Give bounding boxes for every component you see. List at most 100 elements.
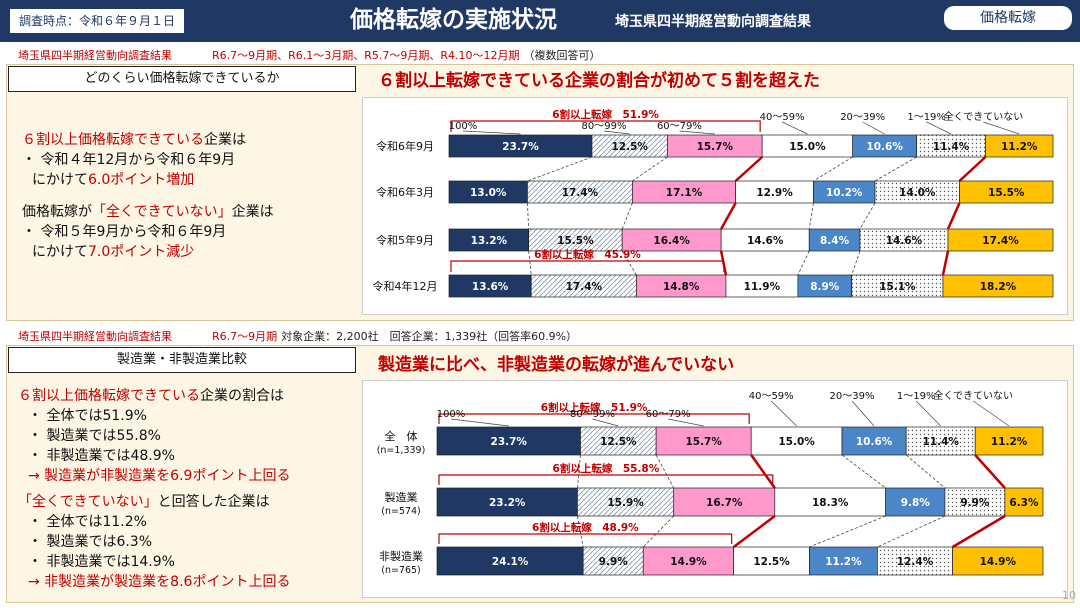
connector-line	[905, 454, 946, 489]
connector-line	[632, 156, 668, 182]
legend-leader	[862, 121, 885, 135]
bar-segment-3-6	[877, 546, 953, 576]
bar-segment-2-6	[944, 487, 1006, 517]
bar-segment-4-7	[942, 274, 1054, 298]
top-summary-text: ６割以上価格転嫁できている企業は ・ 令和４年12月から令和６年9月 にかけて6…	[22, 130, 274, 262]
data-label: 11.9%	[744, 281, 781, 293]
top-text-p1-black: 企業は	[204, 132, 246, 148]
legend-label: 40～59%	[749, 391, 794, 402]
legend-label: 60～79%	[646, 409, 691, 420]
bottom-panel-title: 製造業・非製造業比較	[8, 347, 356, 373]
legend-leader	[679, 130, 715, 135]
data-label: 17.4%	[566, 281, 603, 293]
bottom-text-l1-red: ６割以上価格転嫁できている	[18, 388, 200, 404]
legend-label: 1～19%	[907, 112, 946, 123]
bottom-text-l7: ・ 全体では11.2%	[28, 514, 147, 530]
bar-segment-2-7	[959, 180, 1054, 204]
legend-label: 100%	[449, 121, 478, 132]
category-label: 非製造業	[379, 549, 423, 563]
data-label: 10.6%	[856, 436, 893, 448]
legend-leader	[983, 121, 1020, 135]
bottom-text-l10: → 非製造業が製造業を8.6ポイント上回る	[28, 574, 291, 590]
data-label: 9.9%	[960, 497, 990, 509]
annotation-label: 6割以上転嫁 48.9%	[532, 521, 639, 534]
data-label: 15.7%	[697, 141, 734, 153]
top-text-p2-b1: ・ 令和５年9月から令和６年9月	[22, 224, 227, 240]
data-label: 9.8%	[901, 497, 931, 509]
bottom-summary-text: ６割以上価格転嫁できている企業の割合は ・ 全体では51.9% ・ 製造業では5…	[18, 386, 290, 592]
connector-line	[874, 156, 917, 182]
data-label: 11.2%	[1001, 141, 1038, 153]
annotation-bracket	[450, 260, 725, 272]
connector-line	[621, 202, 633, 230]
data-label: 17.4%	[562, 187, 599, 199]
data-label: 23.7%	[491, 436, 528, 448]
data-label: 13.6%	[472, 281, 509, 293]
bottom-text-l8: ・ 製造業では6.3%	[28, 534, 153, 550]
top-source-period: R6.7～9月期、R6.1～3月期、R5.7～9月期、R4.10～12月期	[212, 49, 520, 62]
data-label: 13.2%	[471, 235, 508, 247]
data-label: 11.4%	[922, 436, 959, 448]
data-label: 14.8%	[663, 281, 700, 293]
connector-line	[808, 202, 814, 230]
page-subtitle: 埼玉県四半期経営動向調査結果	[615, 14, 811, 30]
annotation-label: 6割以上転嫁 51.9%	[541, 401, 648, 414]
annotation-bracket	[450, 120, 761, 132]
data-label: 14.6%	[747, 235, 784, 247]
bottom-text-l6-black: と回答した企業は	[157, 494, 270, 510]
bottom-text-l4: ・ 非製造業では48.9%	[28, 448, 175, 464]
legend-leader	[450, 418, 509, 427]
data-label: 24.1%	[492, 556, 529, 568]
legend-label: 100%	[437, 409, 466, 420]
data-label: 18.2%	[980, 281, 1017, 293]
bottom-text-l5: → 製造業が非製造業を6.9ポイント上回る	[28, 468, 291, 484]
legend-leader	[462, 130, 521, 135]
legend-label: 全くできていない	[933, 389, 1013, 402]
bar-segment-1-7	[974, 426, 1044, 456]
bottom-stacked-bar-chart: 23.7% 12.5% 15.7% 15.0% 10.6% 11.4% 11.2% 全 体 (n…	[377, 389, 1044, 576]
data-label: 12.5%	[611, 141, 648, 153]
threshold-line	[732, 515, 776, 548]
category-tag-badge: 価格転嫁	[944, 6, 1072, 30]
top-text-p1-b1: ・ 令和４年12月から令和６年9月	[22, 152, 236, 168]
bar-segment-2-4	[774, 487, 886, 517]
top-text-p2-b2-black: にかけて	[32, 244, 88, 260]
threshold-line	[941, 250, 950, 276]
top-source-line: 埼玉県四半期経営動向調査結果 R6.7～9月期、R6.1～3月期、R5.7～9月期…	[18, 49, 601, 63]
connector-line	[851, 250, 861, 276]
page-title: 価格転嫁の実施状況	[350, 7, 557, 33]
legend-label: 20～39%	[840, 112, 885, 123]
data-label: 15.5%	[988, 187, 1025, 199]
top-text-p1-b2-black: にかけて	[32, 172, 88, 188]
threshold-line	[750, 454, 776, 489]
category-label: 製造業	[385, 490, 418, 504]
bar-segment-2-5	[885, 487, 946, 517]
legend-label: 40～59%	[760, 112, 805, 123]
bar-segment-3-3	[642, 546, 734, 576]
annotation-label: 6割以上転嫁 51.9%	[552, 108, 659, 121]
bar-segment-1-7	[985, 134, 1054, 158]
threshold-line	[946, 202, 961, 230]
data-label: 15.9%	[607, 497, 644, 509]
bottom-text-l1-black: 企業の割合は	[200, 388, 284, 404]
bar-segment-3-2	[582, 546, 644, 576]
legend-leader	[782, 121, 808, 135]
connector-line	[577, 454, 581, 489]
annotation-bracket	[438, 413, 750, 424]
bar-segment-2-7	[1004, 487, 1044, 517]
connector-line	[841, 454, 886, 489]
data-label: 14.9%	[670, 556, 707, 568]
connector-line	[813, 156, 853, 182]
category-label: 令和5年9月	[376, 233, 434, 247]
legend-leader	[668, 418, 704, 427]
threshold-line	[720, 202, 737, 230]
data-label: 12.5%	[753, 556, 790, 568]
legend-label: 全くできていない	[944, 110, 1024, 123]
category-label: 令和6年9月	[376, 139, 434, 153]
annotation-bracket	[438, 474, 774, 485]
data-label: 12.4%	[897, 556, 934, 568]
data-label: 10.2%	[826, 187, 863, 199]
data-label: 14.0%	[899, 187, 936, 199]
data-label: 16.7%	[706, 497, 743, 509]
data-label: 12.5%	[600, 436, 637, 448]
